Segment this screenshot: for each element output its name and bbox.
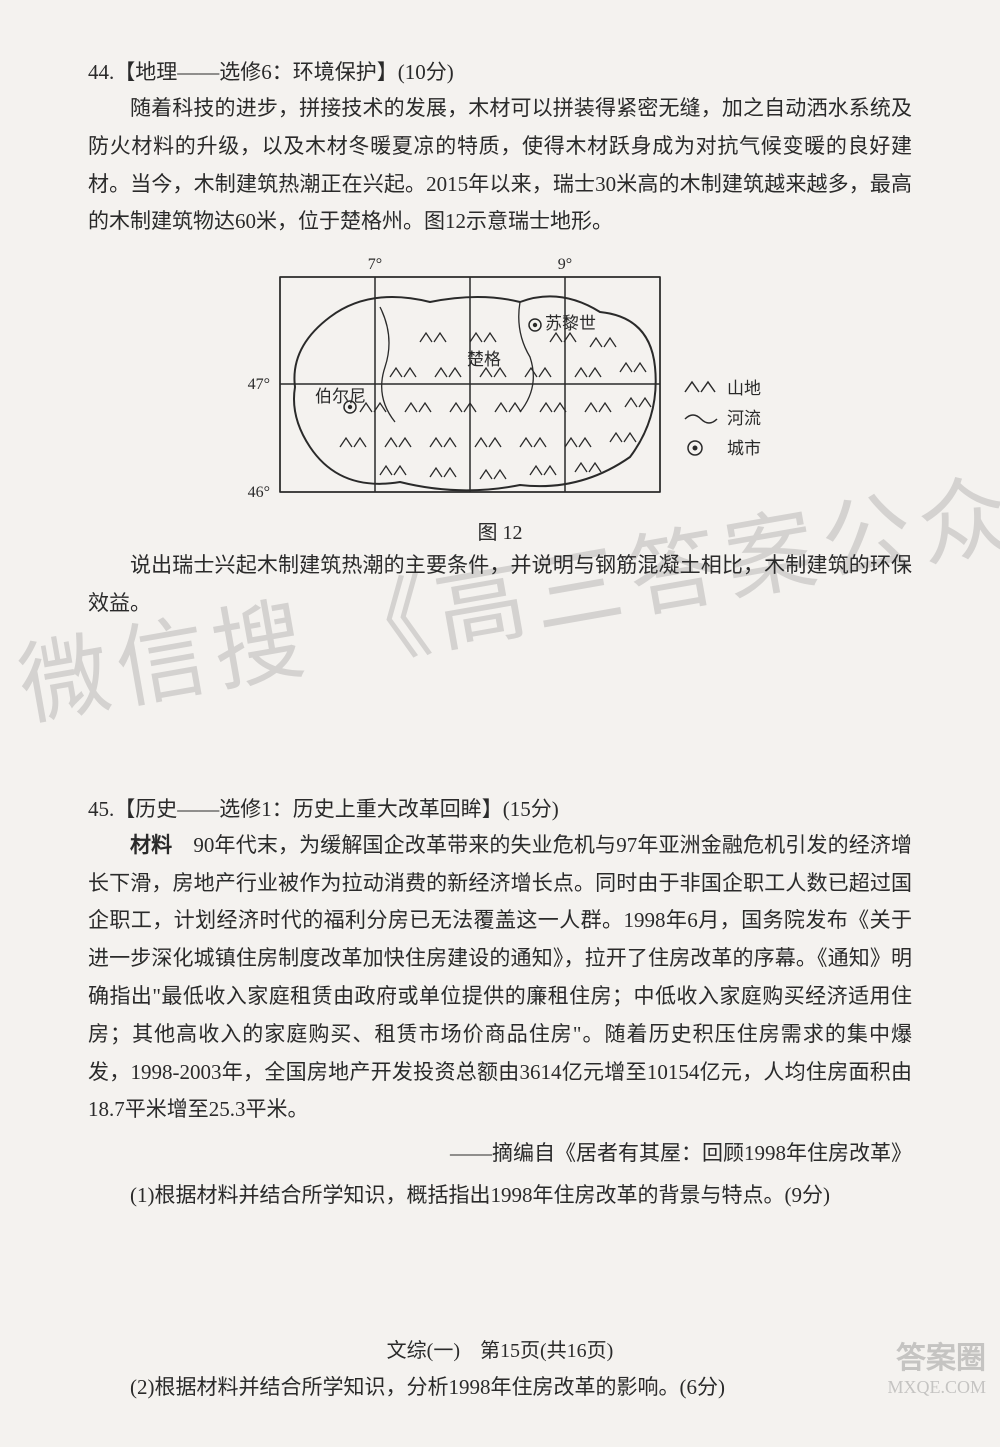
lat-label-47: 47° [248,376,270,393]
map-legend: 山地 河流 城市 [685,379,761,458]
page-footer: 文综(一) 第15页(共16页) [0,1334,1000,1363]
city-zurich: 苏黎世 [529,314,596,333]
q44-question: 说出瑞士兴起木制建筑热潮的主要条件，并说明与钢筋混凝土相比，木制建筑的环保效益。 [88,547,912,623]
lon-label-9: 9° [558,256,572,273]
q45-material-label: 材料 [130,833,172,857]
map-svg: 7° 9° 47° 46° [220,247,780,507]
city-bern: 伯尔尼 [315,387,366,413]
cities: 苏黎世 楚格 伯尔尼 [315,314,596,413]
svg-text:伯尔尼: 伯尔尼 [315,387,366,406]
q45-body: 材料 90年代末，为缓解国企改革带来的失业危机与97年亚洲金融危机引发的经济增长… [88,827,912,1129]
q44-body: 随着科技的进步，拼接技术的发展，木材可以拼装得紧密无缝，加之自动洒水系统及防火材… [88,90,912,241]
legend-mountain: 山地 [727,379,761,398]
lon-label-7: 7° [368,256,382,273]
q45-sub2: (2)根据材料并结合所学知识，分析1998年住房改革的影响。(6分) [88,1369,912,1407]
q45-sub1: (1)根据材料并结合所学知识，概括指出1998年住房改革的背景与特点。(9分) [88,1177,912,1215]
page-content: 44.【地理——选修6：环境保护】(10分) 随着科技的进步，拼接技术的发展，木… [0,0,1000,1447]
city-zug: 楚格 [467,350,501,369]
q45-source: ——摘编自《居者有其屋：回顾1998年住房改革》 [88,1135,912,1173]
figure-12: 7° 9° 47° 46° [88,247,912,545]
q45-title: 45.【历史——选修1：历史上重大改革回眸】(15分) [88,793,912,823]
figure-caption: 图 12 [88,516,912,545]
legend-city: 城市 [727,439,761,458]
q44-title: 44.【地理——选修6：环境保护】(10分) [88,56,912,86]
lat-label-46: 46° [248,484,270,501]
legend-river: 河流 [727,409,761,428]
svg-text:楚格: 楚格 [467,350,501,369]
q45-body-text: 90年代末，为缓解国企改革带来的失业危机与97年亚洲金融危机引发的经济增长下滑，… [88,833,912,1122]
svg-text:苏黎世: 苏黎世 [545,314,596,333]
